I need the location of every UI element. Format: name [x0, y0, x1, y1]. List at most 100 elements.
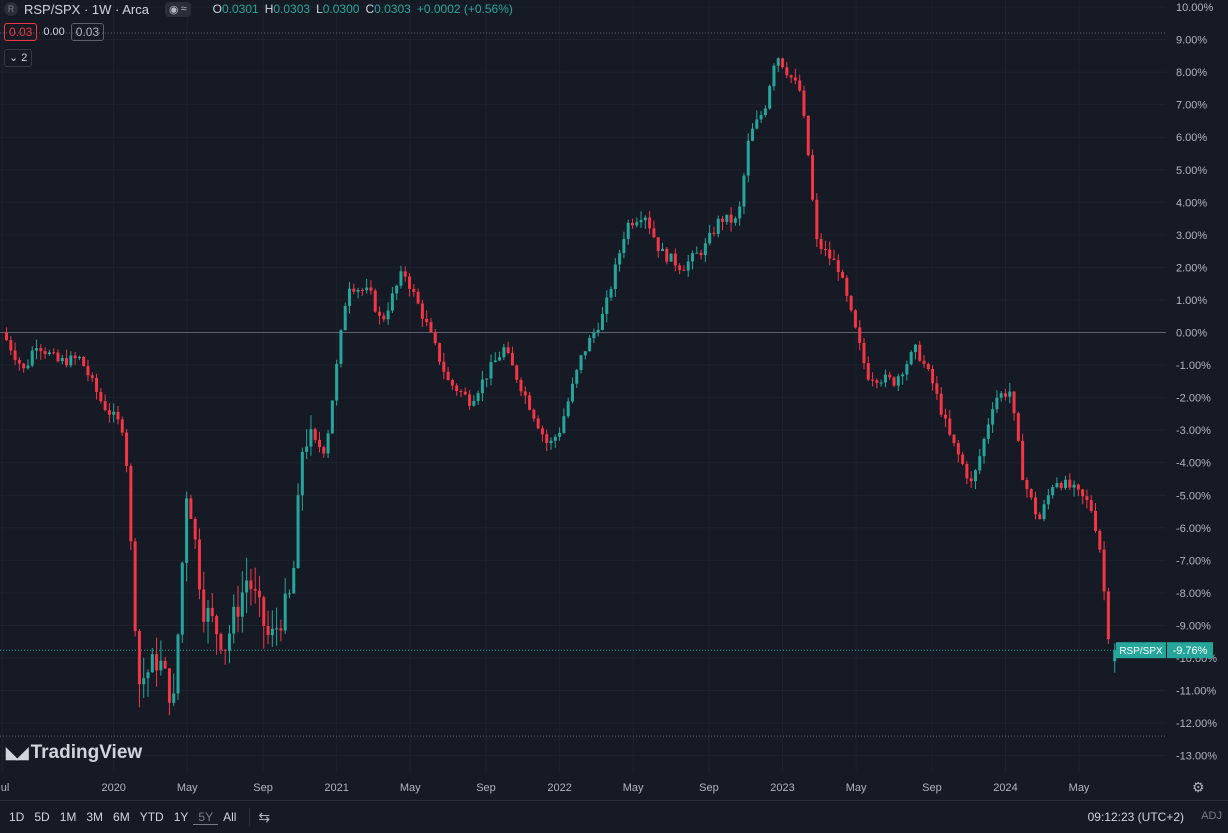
- candle-body: [1003, 393, 1007, 397]
- candle: [408, 272, 412, 297]
- last-value-bg: [1167, 642, 1213, 659]
- candle-body: [305, 446, 309, 452]
- candle: [206, 600, 210, 644]
- adj-toggle[interactable]: ADJ: [1201, 810, 1222, 822]
- candle-body: [219, 634, 223, 650]
- candle-body: [236, 606, 240, 617]
- timeframe-3m[interactable]: 3M: [86, 809, 104, 824]
- candle: [86, 359, 90, 382]
- candle-body: [343, 305, 347, 331]
- candle-body: [952, 434, 956, 444]
- candle-body: [592, 332, 596, 339]
- candle: [1055, 477, 1059, 489]
- candle: [356, 287, 360, 299]
- timeframe-6m[interactable]: 6M: [113, 809, 130, 824]
- candle: [442, 352, 446, 380]
- candle-body: [129, 465, 133, 542]
- candle-body: [742, 175, 746, 207]
- candle: [648, 210, 652, 235]
- candle: [982, 437, 986, 464]
- candle-body: [382, 315, 386, 320]
- timeframe-1y[interactable]: 1Y: [173, 809, 189, 824]
- candle-body: [596, 329, 600, 333]
- candle-body: [438, 343, 442, 362]
- settings-gear-icon[interactable]: ⚙: [1192, 779, 1205, 795]
- candle: [236, 585, 240, 633]
- candle-body: [961, 454, 965, 465]
- candle-body: [656, 237, 660, 252]
- candle-body: [253, 589, 257, 591]
- candle: [523, 386, 527, 404]
- candle: [317, 431, 321, 453]
- candle: [116, 405, 120, 425]
- x-tick-label: May: [623, 782, 644, 794]
- timeframe-1m[interactable]: 1M: [59, 809, 77, 824]
- candle-body: [1081, 489, 1085, 497]
- candle-body: [60, 358, 64, 362]
- candle: [682, 265, 686, 271]
- candle: [197, 528, 201, 600]
- candle: [429, 318, 433, 333]
- candle-body: [1025, 479, 1029, 490]
- eye-icon[interactable]: ◉: [168, 3, 179, 16]
- candle: [956, 440, 960, 463]
- header-icon-group[interactable]: ◉ ≈: [164, 1, 191, 17]
- price-chart[interactable]: 10.00% 9.00% 8.00% 7.00% 6.00% 5.00% 4.00% 3.00…: [0, 0, 1228, 800]
- sell-button[interactable]: 0.03: [4, 23, 38, 41]
- candle-body: [776, 58, 780, 66]
- candle-body: [498, 357, 502, 361]
- candle-body: [279, 628, 283, 631]
- symbol-title[interactable]: RSP/SPX · 1W · Arca: [24, 1, 149, 17]
- x-axis[interactable]: Jul 2020 May Sep 2021 May Sep 2022 May Sep 2023 May…: [0, 782, 1090, 794]
- candle: [656, 237, 660, 258]
- candle: [219, 632, 223, 655]
- x-tick-label: Jul: [0, 782, 9, 794]
- candle: [339, 329, 343, 368]
- candle-body: [13, 350, 17, 360]
- candle-body: [600, 313, 604, 330]
- timeframe-1d[interactable]: 1D: [9, 809, 25, 824]
- indicators-toggle[interactable]: ⌄ 2: [4, 49, 33, 67]
- candle: [588, 335, 592, 352]
- timeframe-5y[interactable]: 5Y: [193, 810, 219, 825]
- candle-body: [845, 277, 849, 296]
- candle: [708, 224, 712, 246]
- timeframe-5d[interactable]: 5D: [34, 809, 50, 824]
- candle-body: [180, 562, 184, 635]
- timeframe-all[interactable]: All: [223, 809, 237, 824]
- clock[interactable]: 09:12:23 (UTC+2): [1087, 810, 1184, 824]
- candle: [768, 84, 772, 110]
- candle: [802, 85, 806, 119]
- candle: [1081, 488, 1085, 505]
- y-tick-label: -5.00%: [1176, 490, 1211, 502]
- candle-body: [450, 380, 454, 386]
- candle-body: [858, 327, 862, 343]
- tradingview-logo[interactable]: ◣◢ TradingView: [6, 742, 142, 764]
- candle: [866, 356, 870, 382]
- candle-body: [95, 377, 99, 392]
- candle-body: [746, 140, 750, 176]
- x-tick-label: 2021: [324, 782, 348, 794]
- buy-button[interactable]: 0.03: [70, 23, 105, 41]
- date-range-icon[interactable]: ⇆: [258, 808, 271, 825]
- y-axis[interactable]: 10.00% 9.00% 8.00% 7.00% 6.00% 5.00% 4.00% 3.00…: [1176, 2, 1217, 763]
- timeframe-ytd[interactable]: YTD: [139, 809, 164, 824]
- candle-body: [356, 289, 360, 292]
- candle: [836, 254, 840, 281]
- candle-body: [1098, 530, 1102, 550]
- candle-body: [926, 363, 930, 370]
- candle-body: [1085, 496, 1089, 500]
- candle: [77, 355, 81, 361]
- wave-icon[interactable]: ≈: [180, 2, 187, 15]
- candle-body: [408, 276, 412, 289]
- candle-body: [433, 332, 437, 344]
- candle: [403, 266, 407, 282]
- candle-body: [549, 440, 553, 444]
- candle-body: [523, 391, 527, 396]
- candle-body: [973, 470, 977, 482]
- candle: [5, 327, 9, 342]
- candle: [703, 238, 707, 263]
- candle-body: [249, 580, 253, 590]
- candle: [120, 416, 124, 436]
- candle-body: [420, 303, 424, 319]
